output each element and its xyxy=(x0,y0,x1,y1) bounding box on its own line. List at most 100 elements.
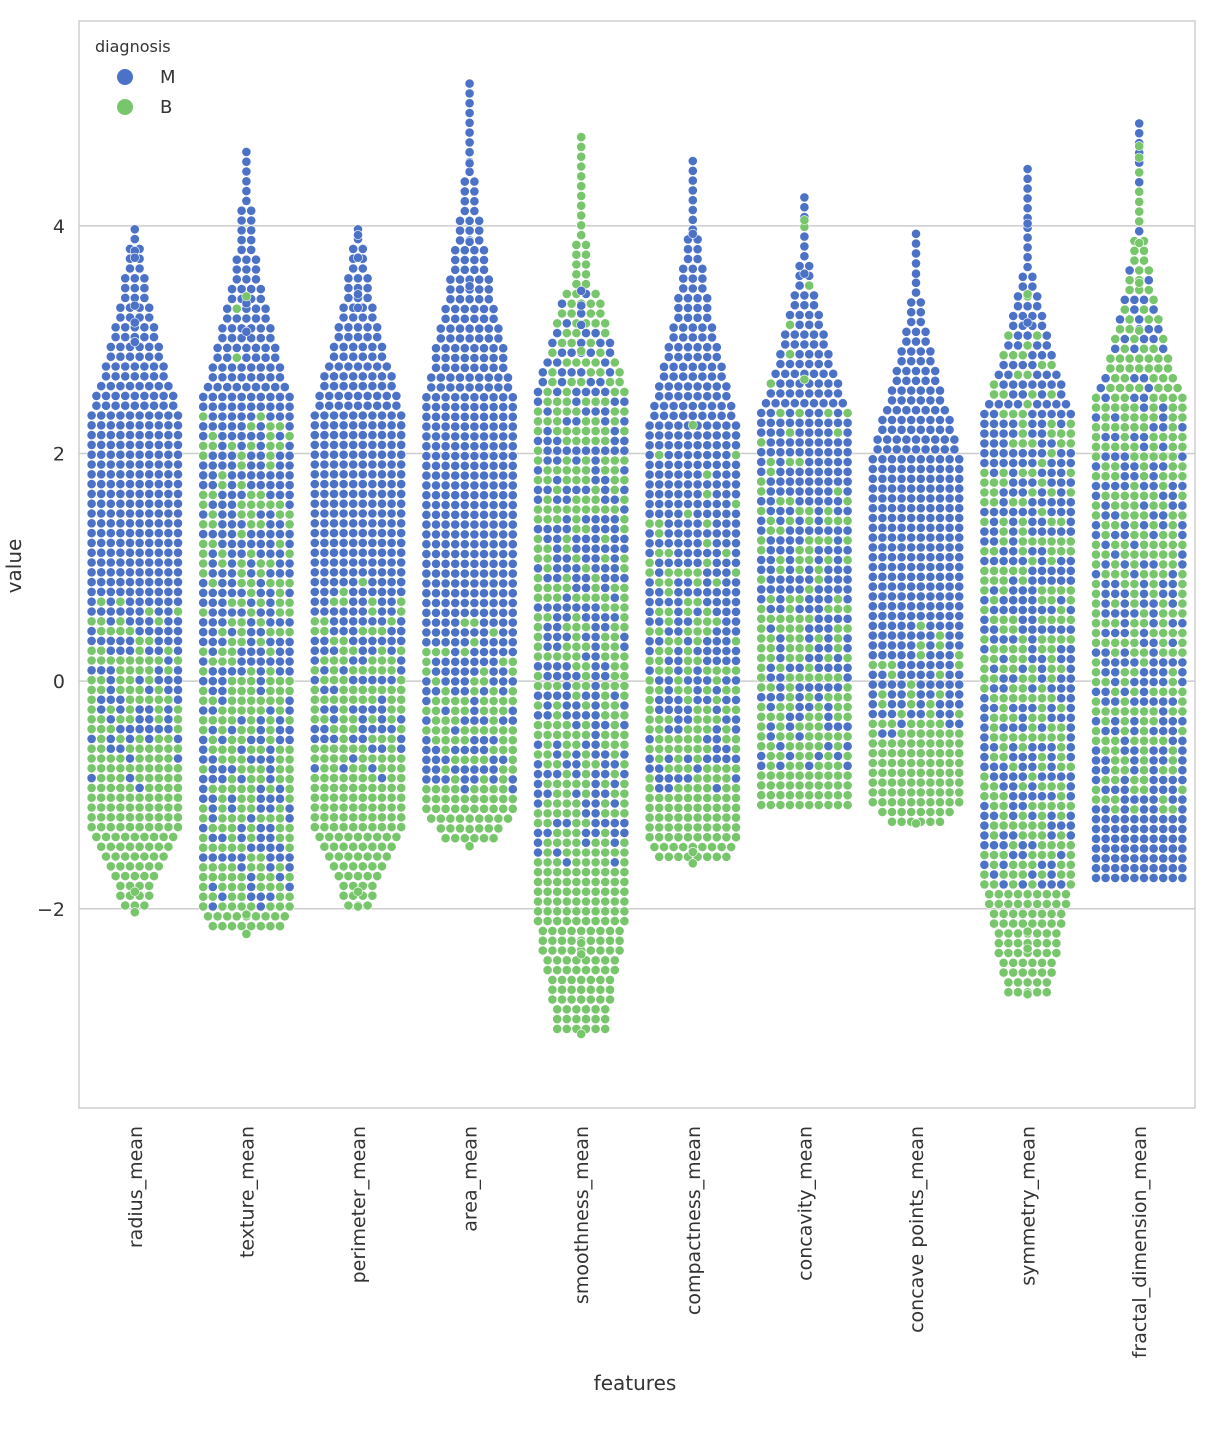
point-b xyxy=(144,861,155,872)
point-m xyxy=(1056,487,1067,498)
point-m xyxy=(731,479,741,490)
point-m xyxy=(1037,448,1047,459)
point-b xyxy=(600,886,611,897)
point-b xyxy=(702,616,713,627)
point-b xyxy=(96,822,107,832)
point-m xyxy=(1017,458,1028,468)
point-m xyxy=(711,528,722,539)
point-m xyxy=(464,382,475,393)
point-m xyxy=(241,195,252,206)
point-b xyxy=(654,851,665,862)
point-b xyxy=(396,812,407,823)
point-m xyxy=(207,460,218,471)
point-b xyxy=(877,787,888,798)
point-m xyxy=(944,424,955,435)
point-m xyxy=(1008,467,1019,478)
point-m xyxy=(227,803,237,814)
point-b xyxy=(386,773,397,783)
point-b xyxy=(115,861,126,872)
point-b xyxy=(149,871,159,881)
point-m xyxy=(173,734,183,744)
point-m xyxy=(1027,428,1038,439)
point-m xyxy=(896,660,907,670)
point-m xyxy=(552,818,563,828)
point-b xyxy=(386,655,397,666)
point-m xyxy=(600,818,611,828)
point-m xyxy=(702,352,713,362)
point-m xyxy=(507,588,518,599)
point-b xyxy=(619,886,630,897)
point-b xyxy=(619,896,630,907)
point-m xyxy=(989,438,999,449)
point-b xyxy=(683,802,693,813)
point-m xyxy=(702,587,713,598)
point-m xyxy=(459,245,470,256)
point-m xyxy=(396,557,407,568)
point-b xyxy=(533,896,543,907)
point-m xyxy=(217,568,228,579)
point-m xyxy=(168,400,179,411)
point-m xyxy=(1041,330,1052,341)
point-m xyxy=(823,349,834,360)
point-m xyxy=(450,451,461,461)
point-m xyxy=(600,524,611,534)
point-m xyxy=(421,519,432,530)
point-m xyxy=(930,434,941,445)
point-m xyxy=(561,484,572,495)
point-b xyxy=(944,738,955,749)
point-b xyxy=(217,921,228,931)
point-b xyxy=(833,741,843,752)
point-m xyxy=(542,484,553,495)
point-m xyxy=(813,545,824,556)
point-b xyxy=(1046,516,1057,527)
point-m xyxy=(498,666,509,677)
point-b xyxy=(566,377,577,387)
point-m xyxy=(979,458,990,468)
point-m xyxy=(105,743,116,754)
point-b xyxy=(386,763,397,774)
point-b xyxy=(571,328,582,338)
point-m xyxy=(765,388,776,399)
point-m xyxy=(644,646,655,656)
point-m xyxy=(702,695,713,705)
point-m xyxy=(455,382,465,393)
point-m xyxy=(663,675,674,686)
point-m xyxy=(507,549,518,559)
point-b xyxy=(823,672,834,683)
point-m xyxy=(896,699,907,710)
point-m xyxy=(915,571,926,582)
point-m xyxy=(377,410,387,421)
point-b xyxy=(227,597,237,608)
point-m xyxy=(920,375,931,386)
point-b xyxy=(1046,389,1057,400)
point-m xyxy=(479,558,489,569)
point-m xyxy=(721,528,732,539)
point-m xyxy=(338,351,349,362)
point-m xyxy=(431,480,441,491)
point-m xyxy=(241,274,252,285)
point-b xyxy=(222,911,233,922)
point-m xyxy=(338,616,349,627)
point-m xyxy=(357,498,368,509)
point-b xyxy=(284,627,295,637)
point-b xyxy=(794,741,805,752)
point-m xyxy=(901,375,912,386)
point-m xyxy=(246,617,257,628)
point-m xyxy=(469,647,480,657)
point-m xyxy=(367,704,378,715)
point-b xyxy=(353,871,363,881)
point-m xyxy=(765,496,776,507)
point-m xyxy=(1022,183,1033,194)
point-b xyxy=(663,822,674,833)
point-m xyxy=(153,430,164,440)
point-b xyxy=(284,842,295,853)
point-m xyxy=(488,588,499,599)
point-m xyxy=(1022,232,1033,243)
point-b xyxy=(552,426,563,436)
point-m xyxy=(813,408,824,418)
point-b xyxy=(600,700,611,711)
point-b xyxy=(348,802,359,813)
point-b xyxy=(431,715,441,726)
point-m xyxy=(319,567,330,578)
point-m xyxy=(386,626,397,636)
